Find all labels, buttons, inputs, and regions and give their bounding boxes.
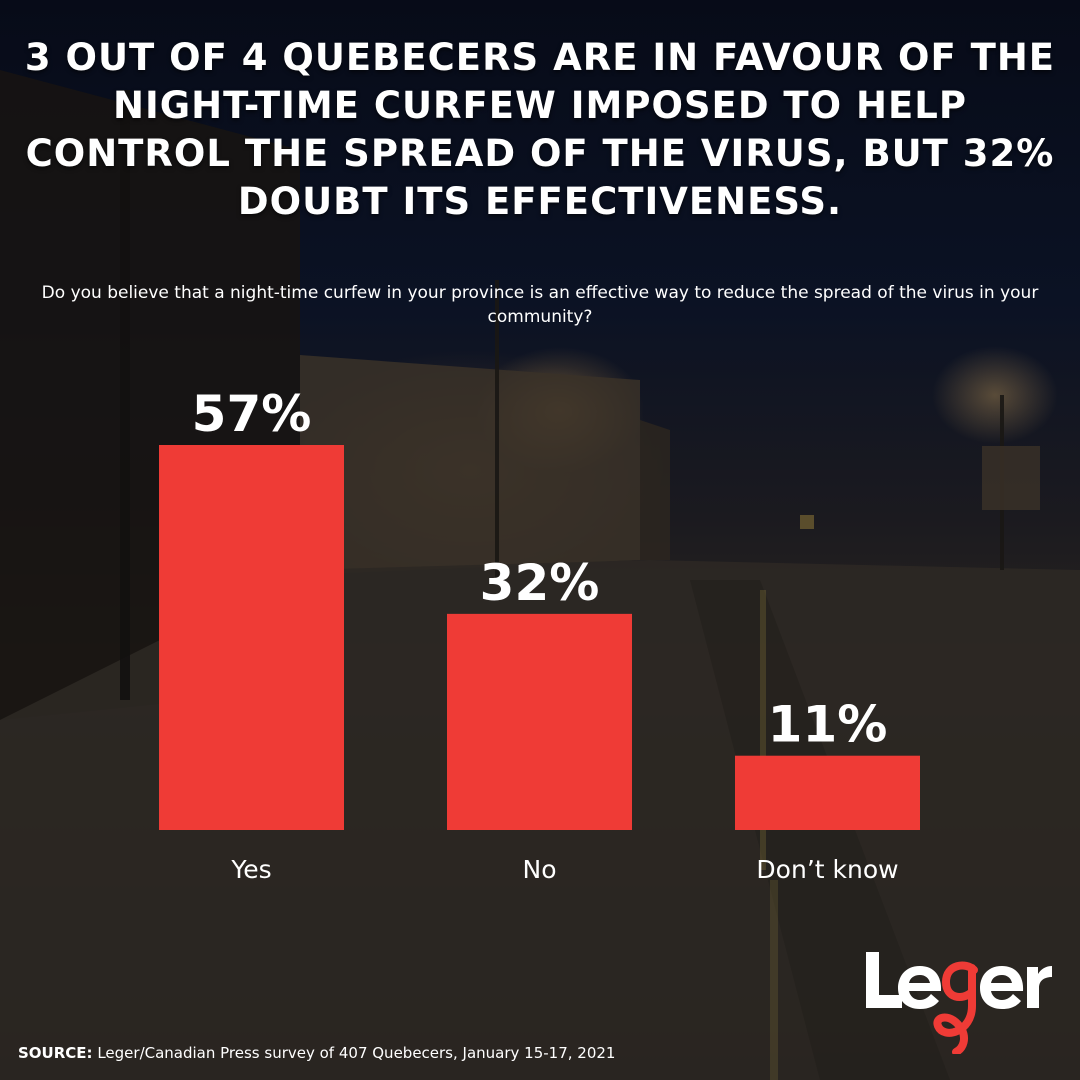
source-label: SOURCE:: [18, 1044, 93, 1062]
data-label: 57%: [192, 385, 312, 443]
bar-no: [447, 613, 632, 830]
bar-don-t-know: [735, 755, 920, 830]
leger-logo: [866, 952, 1052, 1054]
data-label: 11%: [768, 696, 888, 754]
category-label: No: [523, 855, 557, 884]
survey-question: Do you believe that a night-time curfew …: [41, 283, 1039, 327]
data-label: 32%: [480, 554, 600, 612]
source-note: SOURCE: Leger/Canadian Press survey of 4…: [18, 1044, 615, 1062]
category-label: Yes: [230, 855, 271, 884]
category-label: Don’t know: [756, 855, 898, 884]
source-text: Leger/Canadian Press survey of 407 Quebe…: [97, 1044, 616, 1062]
bar-yes: [159, 445, 344, 830]
headline: 3 OUT OF 4 QUEBECERS ARE IN FAVOUR OF TH…: [24, 36, 1056, 223]
